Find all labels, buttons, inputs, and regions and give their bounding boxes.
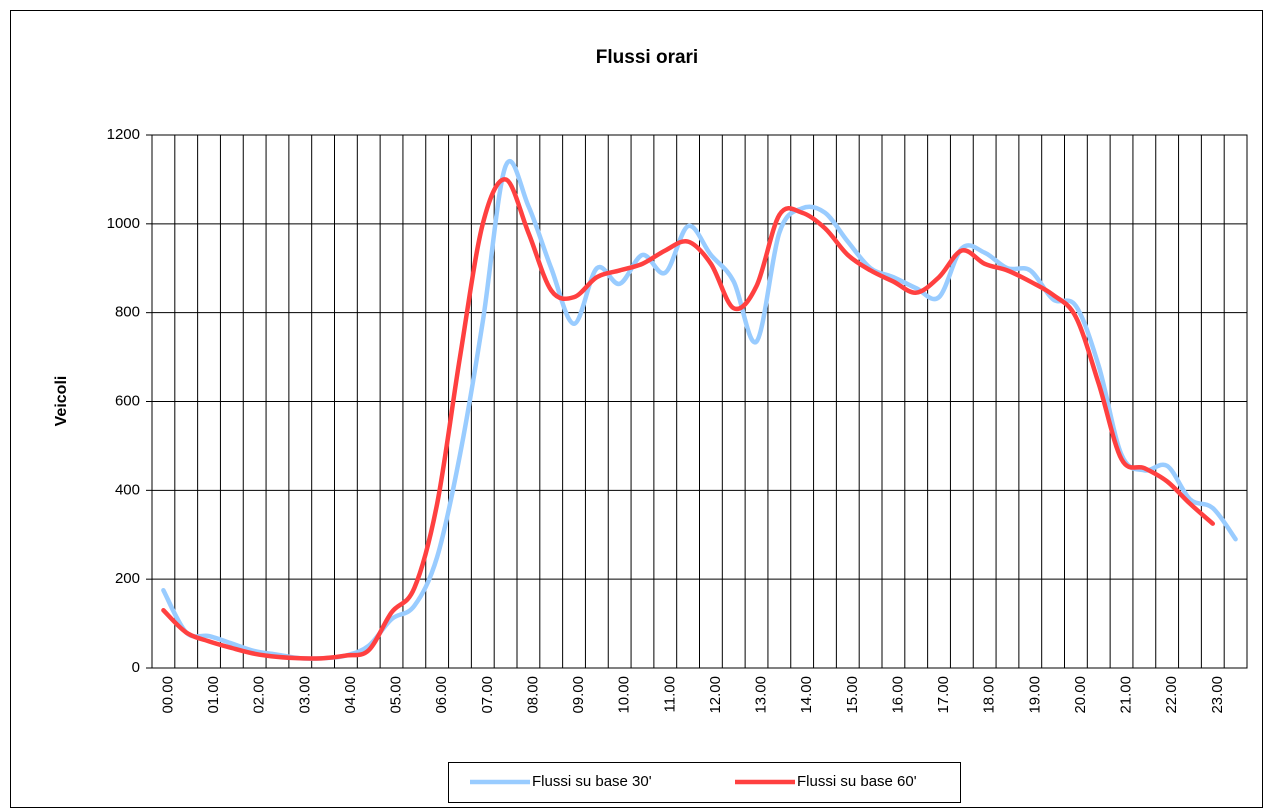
legend-label: Flussi su base 60' <box>797 773 917 790</box>
x-tick-label: 15.00 <box>844 676 861 714</box>
y-tick-label: 800 <box>115 304 140 321</box>
y-axis-label: Veicoli <box>53 376 70 427</box>
chart-title: Flussi orari <box>596 47 698 68</box>
x-tick-label: 13.00 <box>753 676 770 714</box>
plot <box>161 158 1238 661</box>
legend <box>448 762 961 803</box>
x-tick-label: 11.00 <box>661 676 678 712</box>
x-tick-label: 06.00 <box>433 676 450 714</box>
x-tick-label: 01.00 <box>205 676 222 714</box>
x-tick-label: 20.00 <box>1072 676 1089 714</box>
y-tick-label: 1200 <box>107 126 140 143</box>
y-tick-label: 200 <box>115 570 140 587</box>
y-tick-label: 0 <box>132 659 140 676</box>
x-tick-label: 18.00 <box>981 676 998 714</box>
x-tick-label: 10.00 <box>616 676 633 714</box>
x-tick-label: 21.00 <box>1118 676 1135 714</box>
x-tick-label: 16.00 <box>889 676 906 714</box>
x-tick-label: 04.00 <box>342 676 359 714</box>
x-tick-label: 09.00 <box>570 676 587 714</box>
x-tick-label: 22.00 <box>1163 676 1180 714</box>
x-tick-label: 12.00 <box>707 676 724 714</box>
y-tick-label: 400 <box>115 481 140 498</box>
y-tick-label: 600 <box>115 392 140 409</box>
x-tick-label: 08.00 <box>524 676 541 714</box>
y-tick-label: 1000 <box>107 215 140 232</box>
x-tick-label: 14.00 <box>798 676 815 714</box>
legend-label: Flussi su base 30' <box>532 773 652 790</box>
x-tick-label: 00.00 <box>159 676 176 714</box>
x-tick-label: 17.00 <box>935 676 952 714</box>
x-tick-label: 07.00 <box>479 676 496 714</box>
x-tick-label: 02.00 <box>251 676 268 714</box>
x-tick-label: 19.00 <box>1026 676 1043 714</box>
x-tick-label: 05.00 <box>388 676 405 714</box>
grid <box>146 134 1248 669</box>
legend-items: Flussi su base 30' Flussi su base 60' <box>470 773 917 790</box>
line-series <box>161 177 1216 661</box>
x-tick-label: 03.00 <box>296 676 313 714</box>
x-tick-label: 23.00 <box>1209 676 1226 714</box>
